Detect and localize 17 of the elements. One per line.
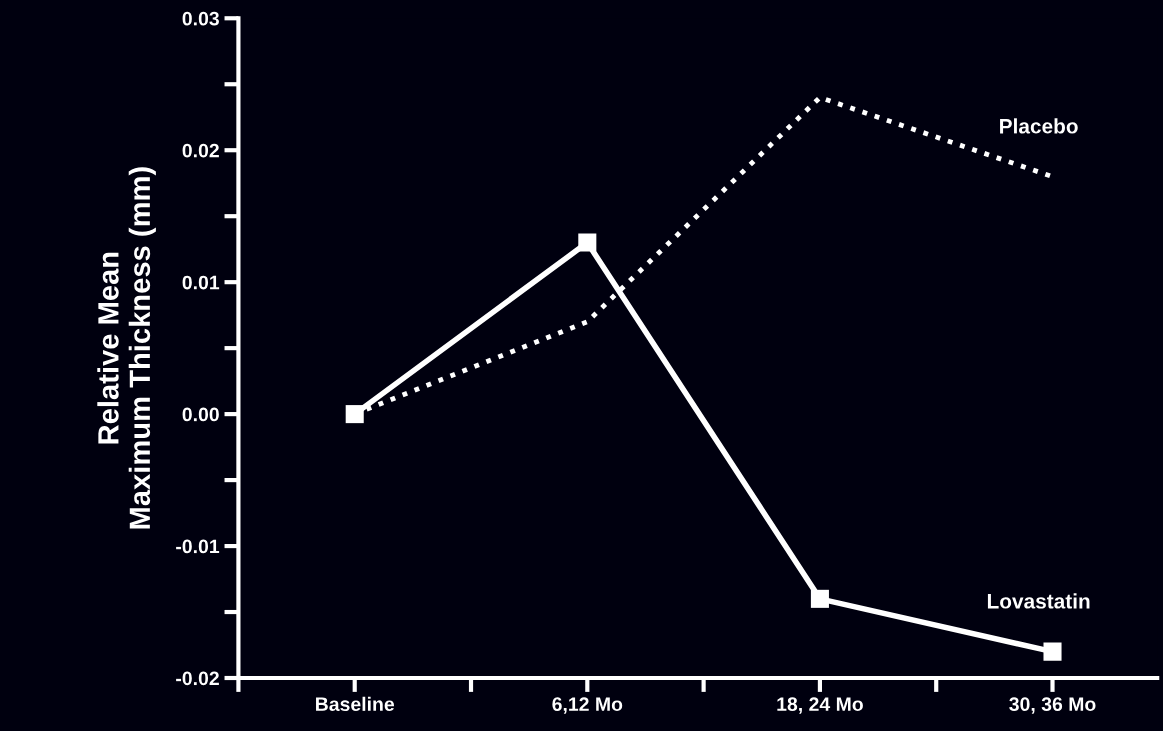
y-tick-label: -0.01	[176, 539, 220, 554]
y-tick-label: 0.00	[182, 407, 219, 422]
y-tick-label: 0.01	[182, 275, 220, 290]
y-tick-label: 0.02	[182, 143, 219, 158]
x-tick-label: 6,12 Mo	[552, 697, 623, 714]
y-axis-title: Relative Mean Maximum Thickness (mm)	[97, 167, 156, 529]
series-label: Placebo	[1000, 118, 1078, 134]
y-tick-label: 0.03	[182, 11, 219, 26]
x-tick-label: Baseline	[316, 696, 395, 712]
point	[1043, 642, 1062, 661]
y-tick-label: -0.02	[176, 671, 219, 686]
point	[578, 233, 597, 252]
point	[810, 589, 829, 608]
x-tick-label: 18, 24 Mo	[777, 697, 863, 714]
point	[345, 405, 364, 424]
series-label: Lovastatin	[987, 593, 1090, 609]
x-tick-label: 30, 36 Mo	[1009, 697, 1096, 714]
